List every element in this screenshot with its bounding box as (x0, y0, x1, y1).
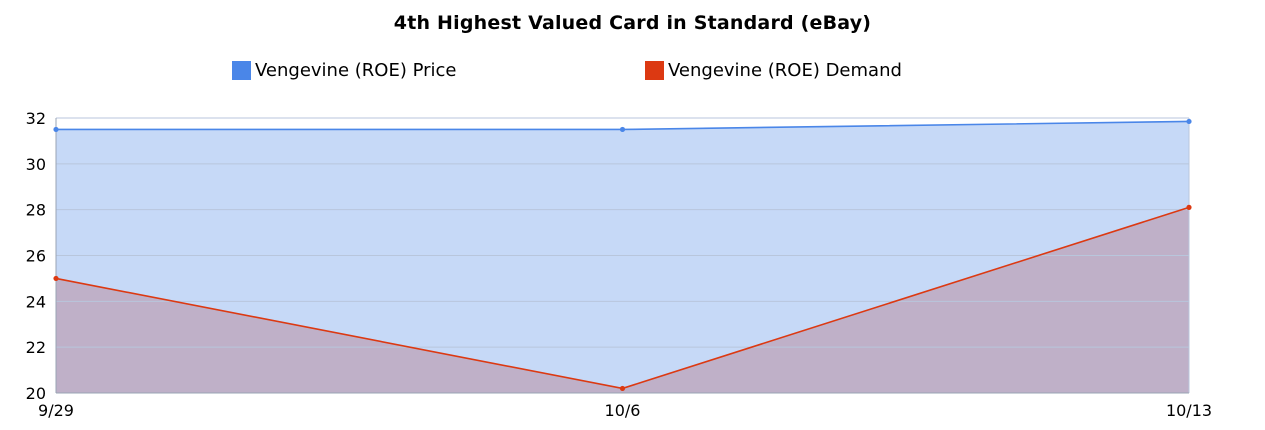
legend-swatch-price (232, 60, 251, 80)
series-0-point-2 (1186, 118, 1192, 125)
legend-item-price: Vengevine (ROE) Price (232, 59, 456, 81)
x-tick-label-2: 10/13 (1166, 401, 1212, 420)
x-tick-label-0: 9/29 (38, 401, 74, 420)
y-tick-label-1: 22 (26, 338, 46, 357)
series-1-point-0 (53, 275, 59, 282)
y-tick-label-4: 28 (26, 201, 46, 220)
y-tick-label-2: 24 (26, 292, 46, 311)
series-1-point-1 (619, 385, 626, 392)
x-tick-label-1: 10/6 (605, 401, 641, 420)
legend-label-price: Vengevine (ROE) Price (255, 59, 457, 81)
y-tick-label-5: 30 (26, 155, 46, 174)
series-0-point-1 (619, 126, 626, 133)
y-tick-label-6: 32 (26, 109, 46, 128)
series-1-point-2 (1186, 204, 1192, 210)
series-area-1 (56, 207, 1189, 393)
series-0-point-0 (53, 126, 59, 133)
legend-label-demand: Vengevine (ROE) Demand (668, 59, 902, 81)
y-tick-label-3: 26 (26, 247, 46, 266)
chart-title: 4th Highest Valued Card in Standard (eBa… (393, 12, 872, 34)
legend-swatch-demand (645, 60, 664, 80)
legend-item-demand: Vengevine (ROE) Demand (645, 59, 902, 81)
y-tick-label-0: 20 (26, 384, 46, 403)
